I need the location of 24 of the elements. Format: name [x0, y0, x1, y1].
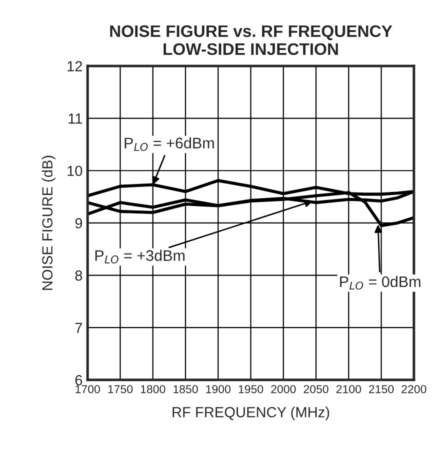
y-tick-label: 12 — [68, 61, 82, 72]
x-tick-label: 1900 — [206, 385, 230, 394]
x-tick-label: 2000 — [271, 385, 296, 394]
x-tick-label: 2050 — [304, 385, 328, 394]
y-tick-label: 9 — [75, 218, 82, 228]
chart-title: NOISE FIGURE vs. RF FREQUENCY LOW-SIDE INJECTION — [110, 25, 392, 56]
y-tick-label: 11 — [68, 114, 82, 124]
x-axis-title: RF FREQUENCY (MHz) — [172, 406, 330, 420]
x-tick-label: 1850 — [174, 385, 198, 394]
x-tick-label: 1800 — [140, 385, 166, 394]
annotation: P$_{LO}$ = +6dBm — [124, 137, 214, 151]
y-axis-title: NOISE FIGURE (dB) — [42, 156, 56, 290]
x-tick-label: 1700 — [76, 385, 100, 394]
y-tick-label: 10 — [68, 166, 82, 176]
x-tick-label: 1950 — [238, 385, 264, 394]
annotation: P$_{LO}$ = 0dBm — [340, 276, 420, 290]
y-tick-label: 6 — [75, 375, 82, 386]
y-tick-label: 8 — [75, 270, 82, 281]
x-tick-label: 2150 — [369, 385, 394, 394]
x-tick-label: 1750 — [108, 385, 133, 394]
x-tick-label: 2200 — [402, 385, 426, 394]
x-tick-label: 2100 — [336, 385, 362, 394]
y-tick-label: 7 — [75, 322, 82, 333]
annotation: P$_{LO}$ = +3dBm — [95, 250, 184, 264]
